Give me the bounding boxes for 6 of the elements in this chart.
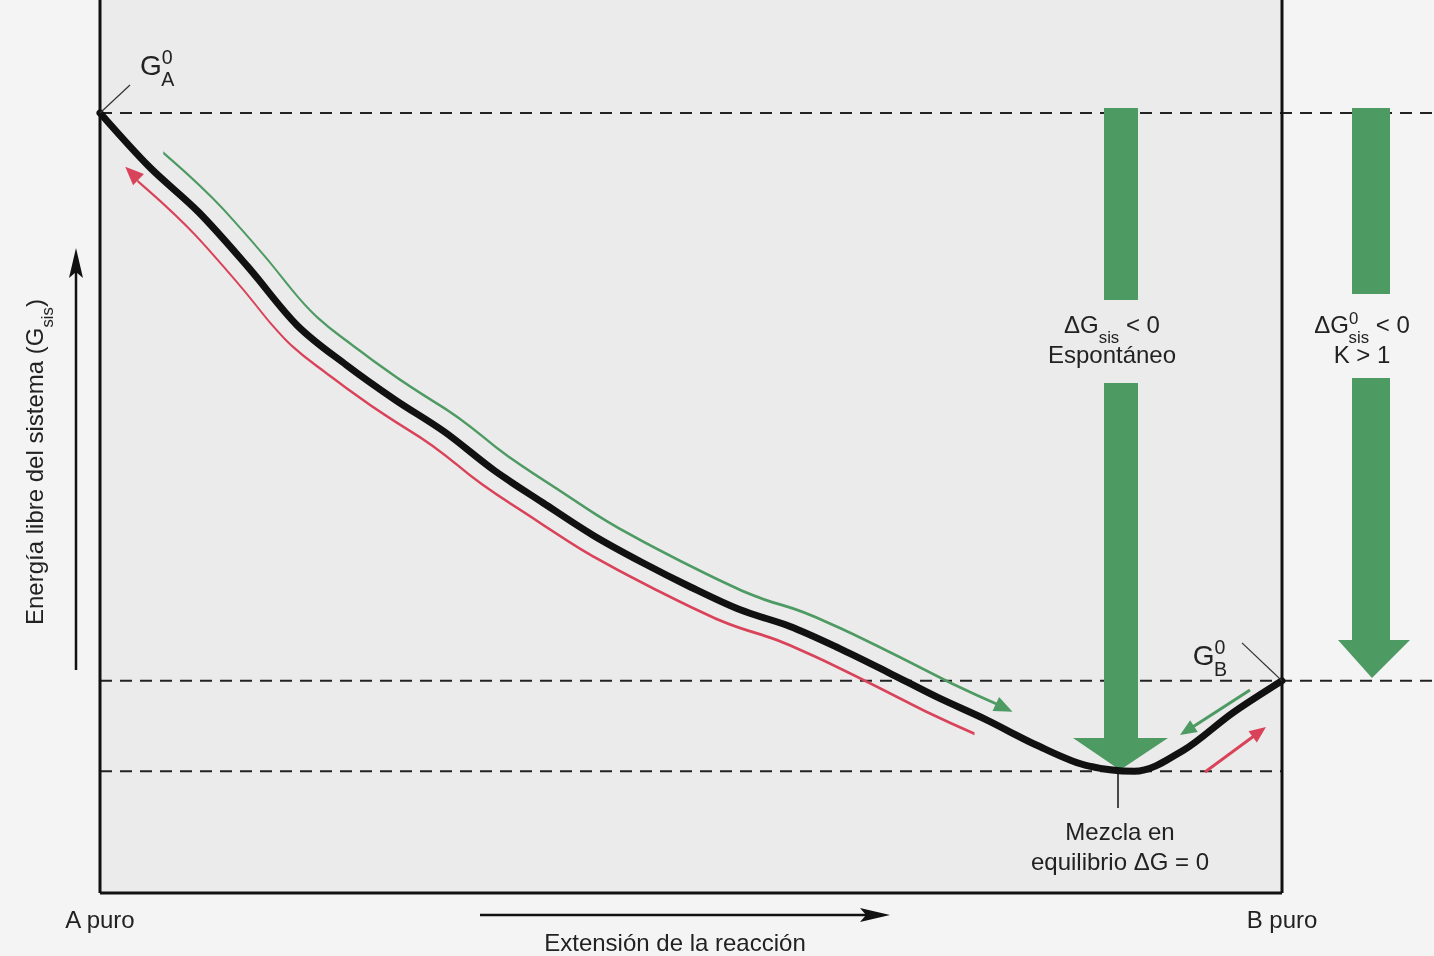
x-tick-label: B puro [1246, 906, 1318, 933]
x-tick-label: A puro [65, 906, 135, 933]
annotation: Mezcla en equilibrio ΔG = 0 [1030, 818, 1210, 875]
x-axis-title: Extensión de la reacción [544, 929, 806, 956]
annotation: ΔG$_{sis}$ < 0 Espontáneo [1047, 311, 1177, 368]
text: ΔG$^{0}$$_{sis}$ < 0 K > 1 [1314, 308, 1410, 368]
